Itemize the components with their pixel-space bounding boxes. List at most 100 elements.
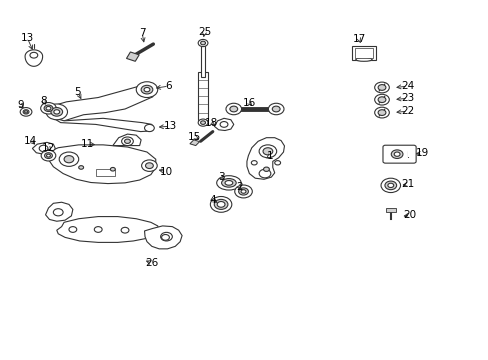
Text: 15: 15 bbox=[188, 132, 201, 142]
Text: 18: 18 bbox=[204, 118, 218, 128]
Bar bbox=[351, 46, 375, 59]
Circle shape bbox=[46, 107, 51, 110]
Circle shape bbox=[259, 145, 276, 158]
Text: 21: 21 bbox=[401, 179, 414, 189]
Text: 2: 2 bbox=[236, 182, 243, 192]
Polygon shape bbox=[214, 118, 233, 131]
Circle shape bbox=[39, 145, 48, 152]
Bar bbox=[407, 151, 414, 157]
Polygon shape bbox=[57, 217, 159, 242]
Text: 23: 23 bbox=[401, 93, 414, 103]
Circle shape bbox=[20, 108, 32, 116]
Polygon shape bbox=[52, 117, 152, 132]
Circle shape bbox=[259, 169, 270, 178]
Circle shape bbox=[121, 227, 129, 233]
Text: 13: 13 bbox=[163, 121, 177, 131]
Circle shape bbox=[268, 103, 284, 115]
Bar bbox=[200, 42, 205, 77]
Circle shape bbox=[238, 188, 248, 195]
Circle shape bbox=[380, 178, 400, 193]
Polygon shape bbox=[25, 50, 42, 66]
Circle shape bbox=[241, 190, 245, 193]
Circle shape bbox=[41, 150, 56, 161]
Circle shape bbox=[387, 183, 393, 188]
Polygon shape bbox=[144, 226, 182, 249]
Text: 22: 22 bbox=[401, 106, 414, 116]
Text: 9: 9 bbox=[17, 100, 23, 110]
Polygon shape bbox=[45, 202, 73, 221]
Circle shape bbox=[200, 121, 205, 125]
Circle shape bbox=[225, 103, 241, 115]
Circle shape bbox=[144, 125, 154, 132]
Text: 7: 7 bbox=[139, 28, 145, 38]
Circle shape bbox=[110, 167, 115, 171]
Circle shape bbox=[198, 119, 207, 126]
Text: 6: 6 bbox=[165, 81, 172, 91]
Polygon shape bbox=[246, 138, 284, 179]
Circle shape bbox=[44, 153, 52, 158]
Circle shape bbox=[393, 152, 399, 156]
Text: 11: 11 bbox=[81, 139, 94, 149]
Bar bbox=[197, 72, 208, 120]
Text: 12: 12 bbox=[42, 143, 55, 153]
Circle shape bbox=[142, 160, 157, 171]
Circle shape bbox=[229, 106, 237, 112]
Ellipse shape bbox=[221, 179, 236, 187]
Circle shape bbox=[69, 226, 77, 232]
Circle shape bbox=[51, 108, 62, 116]
Circle shape bbox=[272, 106, 280, 112]
Circle shape bbox=[200, 41, 205, 45]
Circle shape bbox=[263, 167, 269, 171]
Polygon shape bbox=[189, 140, 199, 145]
Polygon shape bbox=[32, 142, 55, 154]
Circle shape bbox=[53, 209, 63, 216]
Circle shape bbox=[160, 232, 172, 241]
Circle shape bbox=[144, 87, 150, 92]
Text: 24: 24 bbox=[401, 81, 414, 91]
Text: 17: 17 bbox=[352, 35, 365, 44]
Circle shape bbox=[263, 148, 272, 155]
Text: 25: 25 bbox=[198, 27, 211, 37]
Circle shape bbox=[141, 85, 153, 94]
Circle shape bbox=[44, 105, 53, 112]
Circle shape bbox=[377, 110, 385, 116]
Circle shape bbox=[374, 94, 388, 105]
Circle shape bbox=[136, 82, 158, 98]
Circle shape bbox=[220, 122, 227, 127]
Polygon shape bbox=[113, 134, 141, 145]
Circle shape bbox=[94, 226, 102, 232]
Circle shape bbox=[377, 97, 385, 103]
Circle shape bbox=[384, 181, 396, 190]
Circle shape bbox=[24, 111, 27, 113]
Circle shape bbox=[30, 52, 38, 58]
Circle shape bbox=[377, 85, 385, 90]
Circle shape bbox=[374, 107, 388, 118]
Circle shape bbox=[122, 137, 133, 145]
Text: 14: 14 bbox=[24, 136, 38, 145]
Circle shape bbox=[198, 40, 207, 46]
Text: 16: 16 bbox=[242, 98, 256, 108]
Circle shape bbox=[251, 161, 257, 165]
Circle shape bbox=[234, 185, 252, 198]
Text: 20: 20 bbox=[403, 210, 416, 220]
FancyBboxPatch shape bbox=[382, 145, 415, 163]
Circle shape bbox=[390, 150, 402, 158]
Text: 13: 13 bbox=[21, 33, 34, 43]
Text: 19: 19 bbox=[415, 148, 428, 158]
Circle shape bbox=[124, 139, 130, 143]
Text: 3: 3 bbox=[217, 172, 224, 182]
Circle shape bbox=[161, 234, 169, 240]
Circle shape bbox=[145, 163, 153, 168]
Circle shape bbox=[274, 161, 280, 165]
Text: 26: 26 bbox=[145, 258, 158, 268]
Circle shape bbox=[79, 166, 83, 169]
Circle shape bbox=[23, 110, 29, 114]
Circle shape bbox=[210, 197, 231, 212]
Circle shape bbox=[64, 156, 74, 163]
Circle shape bbox=[54, 110, 60, 114]
Polygon shape bbox=[48, 145, 156, 184]
Circle shape bbox=[214, 199, 227, 210]
Text: 10: 10 bbox=[160, 167, 173, 177]
Ellipse shape bbox=[216, 176, 241, 190]
Text: 5: 5 bbox=[74, 87, 81, 97]
